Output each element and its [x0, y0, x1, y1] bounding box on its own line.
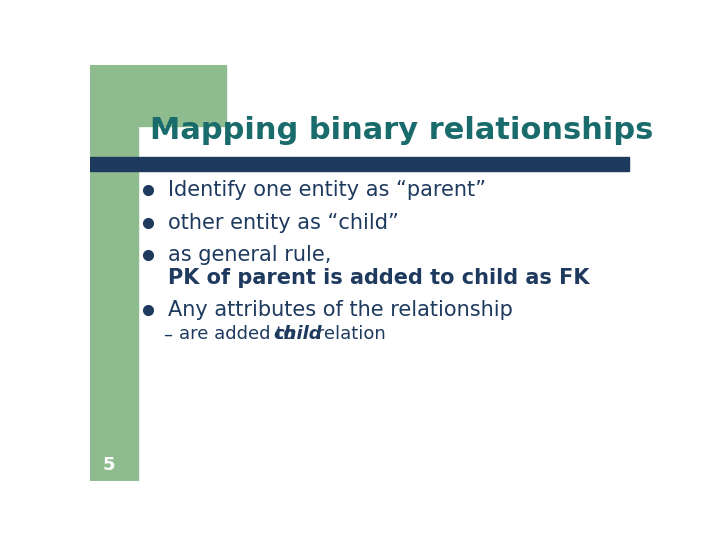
Text: 5: 5	[103, 456, 116, 474]
Text: child: child	[273, 325, 322, 343]
Text: Identify one entity as “parent”: Identify one entity as “parent”	[168, 180, 485, 200]
Bar	[90, 65, 138, 481]
Text: as general rule,: as general rule,	[168, 245, 331, 265]
Bar	[90, 65, 225, 126]
Text: are added to: are added to	[179, 325, 300, 343]
Text: –: –	[163, 325, 173, 343]
Text: Any attributes of the relationship: Any attributes of the relationship	[168, 300, 513, 320]
Text: Mapping binary relationships: Mapping binary relationships	[150, 116, 654, 145]
Text: other entity as “child”: other entity as “child”	[168, 213, 398, 233]
Text: PK of parent is added to child as FK: PK of parent is added to child as FK	[168, 268, 589, 288]
Bar	[90, 157, 629, 171]
Text: relation: relation	[310, 325, 385, 343]
